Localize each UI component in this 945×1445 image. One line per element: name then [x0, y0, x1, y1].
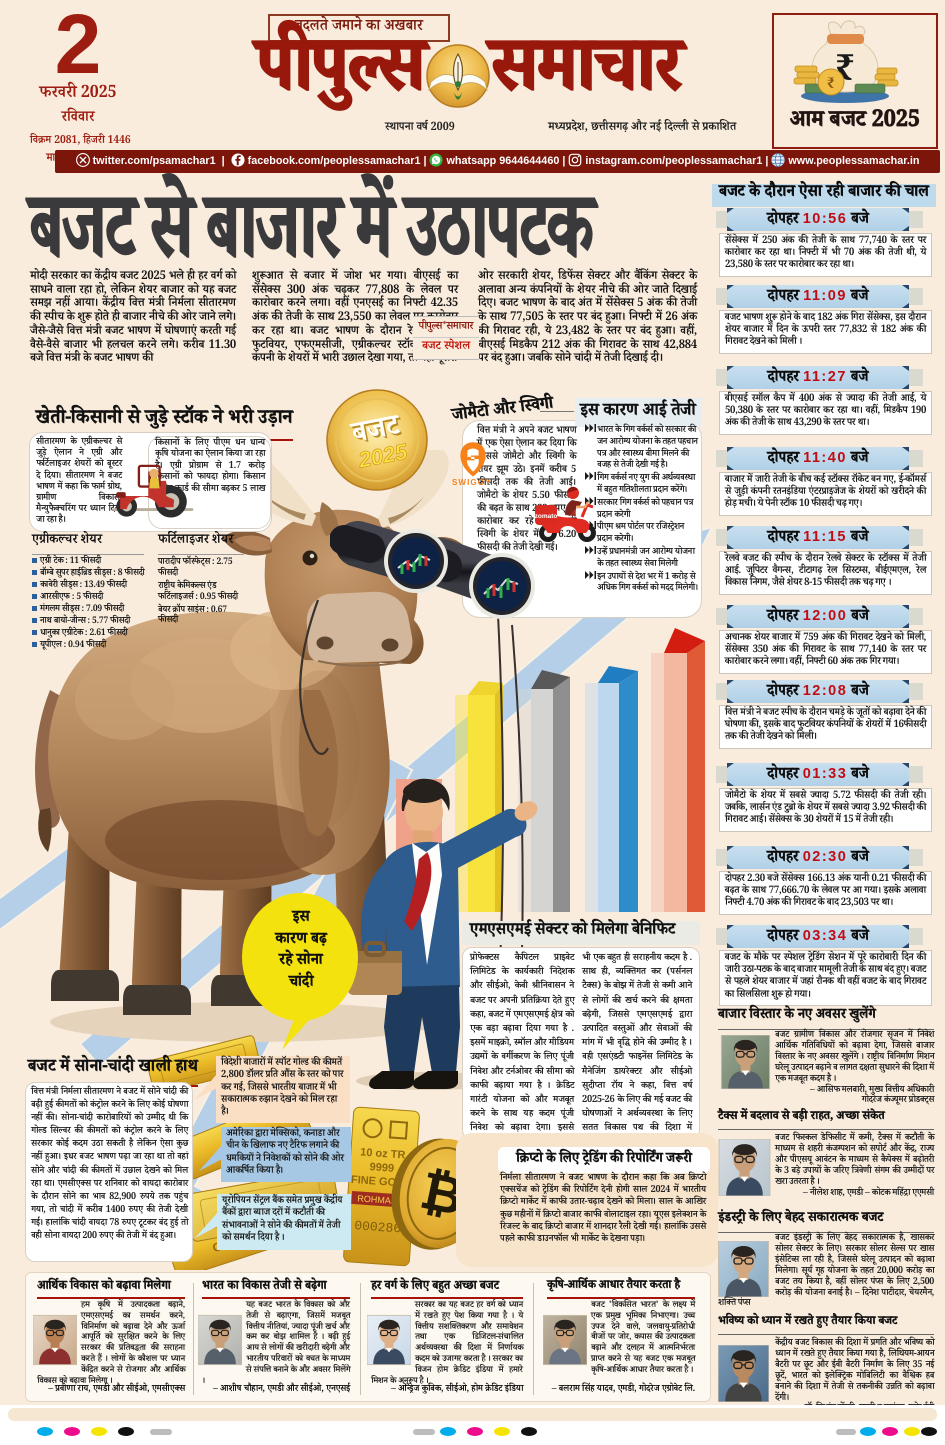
- svg-text:zomato: zomato: [535, 513, 558, 520]
- svg-text:₹: ₹: [827, 75, 835, 98]
- svg-text:9999: 9999: [369, 1161, 394, 1175]
- svg-text:बजट: बजट: [347, 406, 406, 462]
- svg-text:000286: 000286: [354, 1218, 402, 1236]
- svg-text:10 oz TR: 10 oz TR: [360, 1146, 406, 1161]
